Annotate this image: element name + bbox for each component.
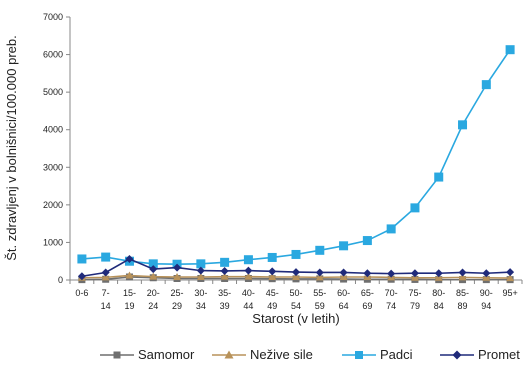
y-tick-label: 5000 xyxy=(43,87,63,97)
legend-label: Nežive sile xyxy=(250,347,313,362)
data-point xyxy=(506,268,514,276)
x-tick-label: 30-34 xyxy=(194,288,207,311)
x-tick-label: 70-74 xyxy=(385,288,398,311)
y-axis-title: Št. zdravljenj v bolnišnici/100.000 preb… xyxy=(4,35,19,260)
data-point xyxy=(268,253,277,262)
x-ticks: 0-6 7-14 15-19 20-24 25-29 30-34 35-39 40-44 45-… xyxy=(70,280,522,311)
data-point xyxy=(101,253,110,262)
data-point xyxy=(315,246,324,255)
x-tick-label: 85-89 xyxy=(456,288,469,311)
x-tick-label: 80-84 xyxy=(432,288,445,311)
data-point xyxy=(434,173,443,182)
x-tick-label: 75-79 xyxy=(408,288,421,311)
legend-label: Promet xyxy=(478,347,520,362)
x-tick-label: 20-24 xyxy=(147,288,160,311)
data-point xyxy=(339,241,348,250)
data-point xyxy=(506,45,515,54)
data-point xyxy=(340,268,348,276)
data-point xyxy=(316,268,324,276)
y-tick-label: 4000 xyxy=(43,125,63,135)
series-2 xyxy=(77,45,514,269)
data-point xyxy=(268,267,276,275)
axes xyxy=(70,17,522,280)
x-tick-label: 40-44 xyxy=(242,288,255,311)
data-point xyxy=(244,267,252,275)
legend-marker xyxy=(453,351,462,360)
data-point xyxy=(435,269,443,277)
x-tick-label: 7-14 xyxy=(101,288,111,311)
data-point xyxy=(410,203,419,212)
x-tick-label: 60-64 xyxy=(337,288,350,311)
data-point xyxy=(363,236,372,245)
x-tick-label: 45-49 xyxy=(266,288,279,311)
data-point xyxy=(387,224,396,233)
data-point xyxy=(482,80,491,89)
y-tick-label: 6000 xyxy=(43,50,63,60)
data-point xyxy=(244,255,253,264)
y-tick-label: 1000 xyxy=(43,237,63,247)
y-ticks: 0 1000 2000 3000 4000 5000 6000 7000 xyxy=(43,12,70,285)
series-layer xyxy=(77,45,514,283)
data-point xyxy=(220,258,229,267)
x-tick-label: 25-29 xyxy=(171,288,184,311)
legend: Samomor Nežive sile Padci Promet xyxy=(100,347,520,362)
data-point xyxy=(292,250,301,259)
data-point xyxy=(459,268,467,276)
x-tick-label: 50-54 xyxy=(289,288,302,311)
y-tick-label: 2000 xyxy=(43,200,63,210)
x-axis-title: Starost (v letih) xyxy=(252,311,339,326)
x-tick-label: 15-19 xyxy=(123,288,136,311)
x-tick-label: 65-69 xyxy=(361,288,374,311)
legend-marker xyxy=(355,351,363,359)
y-tick-label: 0 xyxy=(58,275,63,285)
x-tick-label: 95+ xyxy=(502,288,517,298)
data-point xyxy=(221,267,229,275)
y-tick-label: 3000 xyxy=(43,162,63,172)
data-point xyxy=(292,268,300,276)
x-tick-label: 55-59 xyxy=(313,288,326,311)
data-point xyxy=(102,268,110,276)
legend-label: Samomor xyxy=(138,347,195,362)
data-point xyxy=(458,120,467,129)
x-tick-label: 90-94 xyxy=(480,288,493,311)
legend-marker xyxy=(114,352,121,359)
series-line xyxy=(82,50,510,265)
x-tick-label: 0-6 xyxy=(75,288,88,298)
data-point xyxy=(482,269,490,277)
y-tick-label: 7000 xyxy=(43,12,63,22)
data-point xyxy=(77,254,86,263)
legend-label: Padci xyxy=(380,347,413,362)
x-tick-label: 35-39 xyxy=(218,288,231,311)
